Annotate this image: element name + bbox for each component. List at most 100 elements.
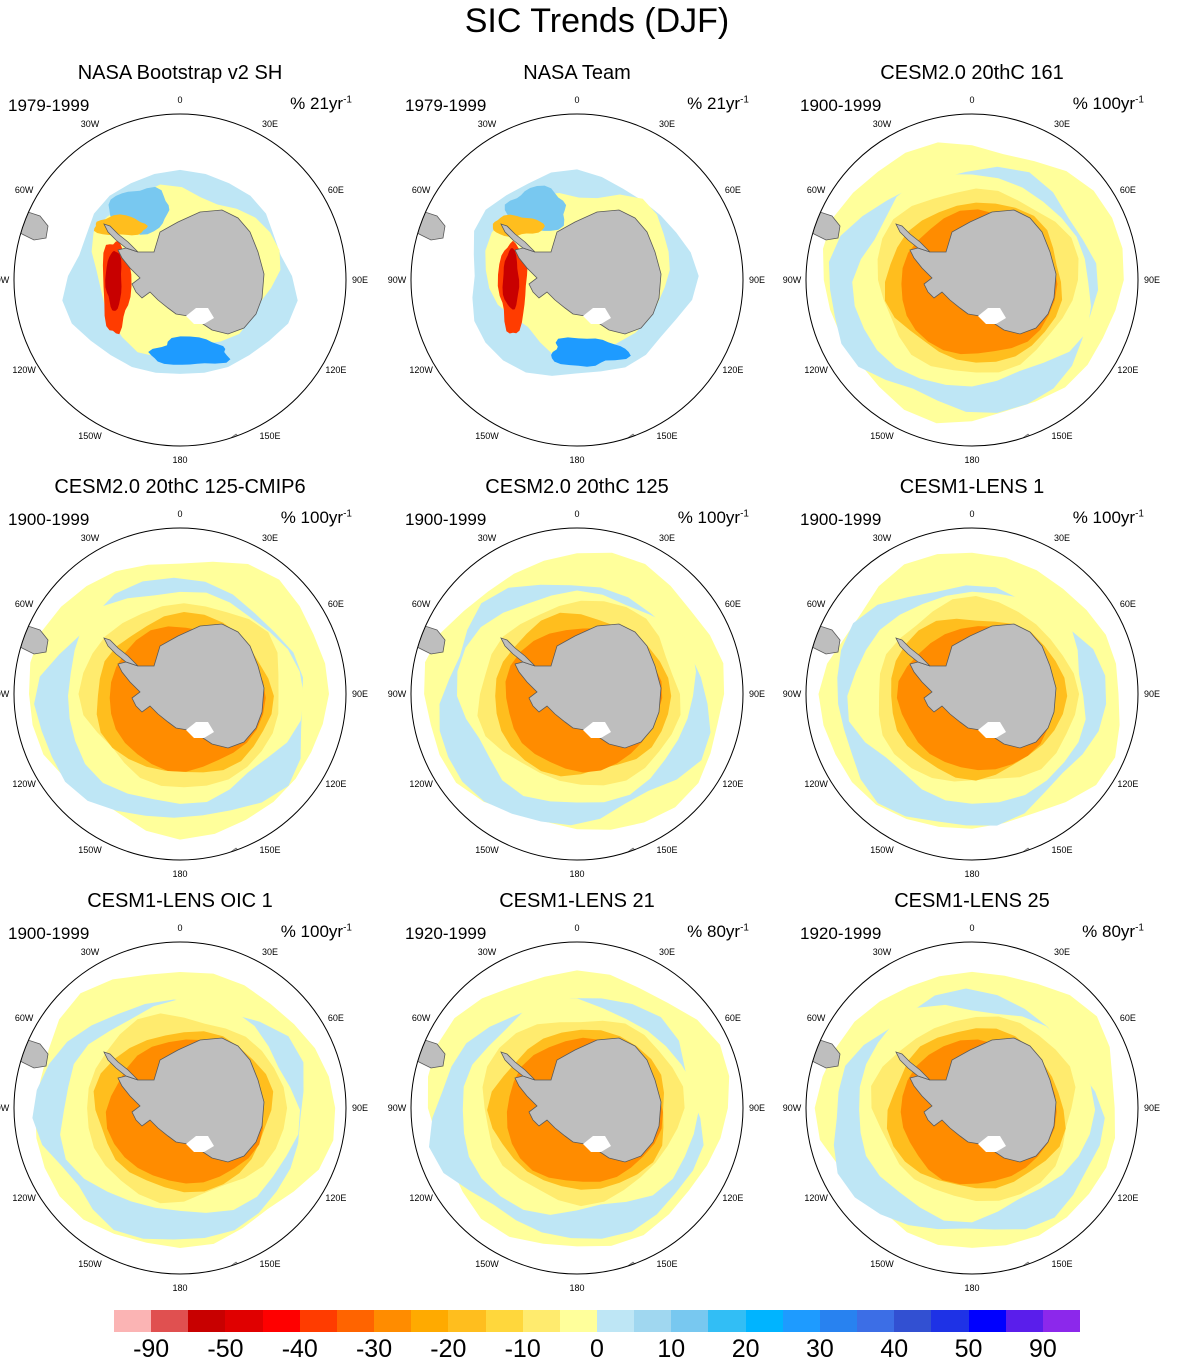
south-america-landmass: [806, 625, 841, 655]
longitude-label: 120E: [722, 1193, 743, 1203]
longitude-label: 30E: [262, 947, 278, 957]
longitude-label: 60E: [725, 599, 741, 609]
longitude-label: 0: [177, 95, 182, 105]
colorbar-swatch: [894, 1310, 932, 1332]
longitude-label: 30W: [478, 119, 497, 129]
panel-units-exponent: -1: [1135, 94, 1144, 106]
trend-contour: [148, 336, 231, 365]
ross-ice-shelf: [978, 1136, 1006, 1152]
longitude-label: 150E: [259, 1259, 280, 1269]
sea-ice-trend-field: [411, 169, 699, 446]
map-panel: CESM2.0 20thC 161 1900-1999 % 100yr-1 0 30E 6…: [783, 62, 1160, 465]
colorbar-tick-label: -50: [207, 1335, 244, 1363]
longitude-label: 120E: [325, 779, 346, 789]
longitude-label: 30E: [1054, 947, 1070, 957]
longitude-label: 120E: [1117, 1193, 1138, 1203]
colorbar-swatch: [634, 1310, 672, 1332]
sea-ice-trend-field: [806, 552, 1120, 860]
longitude-label: 60W: [15, 1013, 34, 1023]
ross-ice-shelf: [978, 722, 1006, 738]
longitude-label: 180: [964, 455, 979, 465]
sea-ice-trend-field: [806, 971, 1115, 1274]
colorbar-swatch: [225, 1310, 264, 1332]
longitude-label: 30W: [873, 533, 892, 543]
new-zealand-landmass: [1019, 1261, 1035, 1274]
longitude-label: 60W: [412, 599, 431, 609]
longitude-label: 90E: [352, 275, 368, 285]
panel-units-text: % 80yr: [1082, 922, 1136, 941]
trend-contour: [551, 337, 631, 367]
longitude-label: 60W: [412, 185, 431, 195]
longitude-label: 120W: [804, 1193, 828, 1203]
colorbar-swatch: [1042, 1310, 1081, 1332]
colorbar-swatch: [857, 1310, 895, 1332]
longitude-label: 150E: [656, 431, 677, 441]
longitude-label: 30E: [659, 947, 675, 957]
longitude-label: 150W: [78, 1259, 102, 1269]
colorbar-swatch: [374, 1310, 412, 1332]
polar-map: 0 30E 60E 90E 120E 150E 180 150W 120W 90W 60W 30W: [783, 923, 1160, 1293]
map-boundary-circle: [13, 527, 347, 861]
longitude-label: 30W: [81, 947, 100, 957]
sea-ice-trend-field: [14, 561, 329, 860]
antarctic-peninsula: [500, 223, 536, 253]
panel-units-text: % 21yr: [687, 94, 741, 113]
panel-title: CESM1-LENS 1: [899, 476, 1045, 498]
map-boundary-circle: [805, 941, 1139, 1275]
longitude-label: 60E: [328, 1013, 344, 1023]
longitude-label: 120W: [12, 365, 36, 375]
ross-ice-shelf: [583, 722, 611, 738]
longitude-label: 30W: [873, 119, 892, 129]
figure-title: SIC Trends (DJF): [464, 2, 730, 40]
longitude-label: 180: [172, 869, 187, 879]
longitude-label: 120E: [325, 1193, 346, 1203]
map-boundary-circle: [13, 113, 347, 447]
colorbar-swatch: [114, 1310, 152, 1332]
antarctic-peninsula: [895, 223, 931, 253]
longitude-label: 90W: [0, 275, 10, 285]
map-boundary-circle: [410, 113, 744, 447]
longitude-label: 150E: [656, 845, 677, 855]
longitude-label: 30W: [873, 947, 892, 957]
map-panel: CESM1-LENS 1 1900-1999 % 100yr-1 0 30E 60E 90E…: [783, 476, 1160, 879]
panel-units-exponent: -1: [740, 508, 749, 520]
panel-title: CESM1-LENS 21: [499, 890, 655, 912]
panel-units: % 80yr-1: [687, 922, 749, 942]
longitude-label: 30E: [659, 119, 675, 129]
longitude-label: 90W: [783, 689, 802, 699]
new-zealand-landmass: [1019, 847, 1035, 860]
longitude-label: 120W: [409, 1193, 433, 1203]
panel-units: % 100yr-1: [281, 922, 352, 942]
longitude-label: 60E: [725, 185, 741, 195]
longitude-label: 0: [177, 509, 182, 519]
longitude-label: 90E: [352, 689, 368, 699]
longitude-label: 0: [969, 923, 974, 933]
longitude-label: 150E: [1051, 431, 1072, 441]
new-zealand-landmass: [1019, 433, 1035, 446]
panel-title: CESM1-LENS 25: [894, 890, 1050, 912]
panel-years: 1900-1999: [800, 510, 882, 529]
colorbar-tick-label: -90: [133, 1335, 170, 1363]
ross-ice-shelf: [583, 308, 611, 324]
panel-years: 1900-1999: [8, 924, 90, 943]
colorbar-tick-label: 30: [806, 1335, 834, 1363]
longitude-label: 60E: [328, 185, 344, 195]
panel-units-exponent: -1: [343, 922, 352, 934]
longitude-label: 30E: [262, 119, 278, 129]
longitude-label: 120W: [804, 365, 828, 375]
panel-title: NASA Team: [523, 62, 631, 84]
panel-title: NASA Bootstrap v2 SH: [77, 62, 283, 84]
longitude-label: 150E: [656, 1259, 677, 1269]
colorbar-tick-label: 90: [1028, 1335, 1057, 1363]
longitude-label: 60W: [15, 599, 34, 609]
longitude-label: 30W: [81, 119, 100, 129]
colorbar-swatch: [262, 1310, 301, 1332]
longitude-label: 90W: [388, 689, 407, 699]
panel-units-exponent: -1: [1135, 922, 1144, 934]
panel-years: 1900-1999: [800, 96, 882, 115]
longitude-label: 120E: [1117, 365, 1138, 375]
longitude-label: 60W: [15, 185, 34, 195]
longitude-label: 150W: [870, 845, 894, 855]
colorbar-swatch: [299, 1310, 338, 1332]
longitude-label: 30W: [478, 533, 497, 543]
